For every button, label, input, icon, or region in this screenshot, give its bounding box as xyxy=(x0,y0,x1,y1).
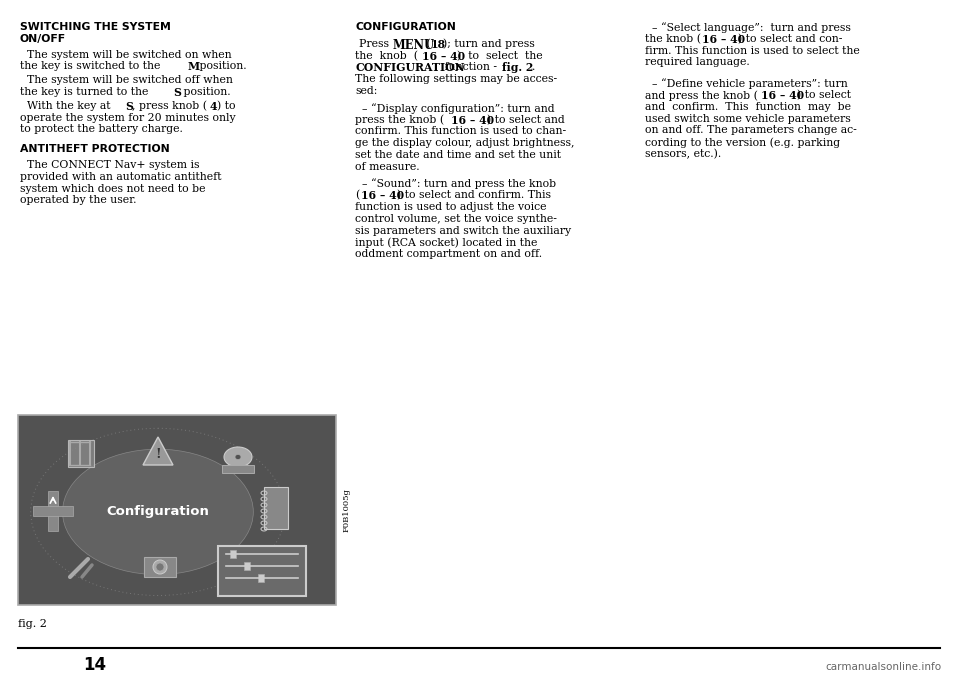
Text: CONFIGURATION: CONFIGURATION xyxy=(355,22,456,32)
Ellipse shape xyxy=(62,449,253,574)
Text: The following settings may be acces-: The following settings may be acces- xyxy=(355,74,557,84)
Ellipse shape xyxy=(153,560,167,574)
Bar xyxy=(244,562,250,570)
Text: S: S xyxy=(173,87,180,98)
Bar xyxy=(222,465,254,473)
Text: position.: position. xyxy=(180,87,230,97)
Text: of measure.: of measure. xyxy=(355,162,420,172)
Text: control volume, set the voice synthe-: control volume, set the voice synthe- xyxy=(355,214,557,224)
Text: ) to select and: ) to select and xyxy=(487,115,564,125)
Text: !: ! xyxy=(156,449,161,462)
Text: operate the system for 20 minutes only: operate the system for 20 minutes only xyxy=(20,113,235,123)
Ellipse shape xyxy=(224,447,252,467)
Text: fig. 2: fig. 2 xyxy=(18,619,47,629)
Polygon shape xyxy=(143,437,173,465)
Ellipse shape xyxy=(156,563,164,571)
Text: .: . xyxy=(532,62,536,73)
Text: )  to  select  the: ) to select the xyxy=(457,51,542,61)
Text: MENU: MENU xyxy=(393,39,435,52)
Text: on and off. The parameters change ac-: on and off. The parameters change ac- xyxy=(645,126,856,135)
Text: system which does not need to be: system which does not need to be xyxy=(20,183,205,194)
Text: (: ( xyxy=(423,39,431,49)
Text: ge the display colour, adjust brightness,: ge the display colour, adjust brightness… xyxy=(355,139,574,148)
Text: set the date and time and set the unit: set the date and time and set the unit xyxy=(355,150,561,160)
Text: sis parameters and switch the auxiliary: sis parameters and switch the auxiliary xyxy=(355,226,571,236)
Bar xyxy=(218,546,306,596)
Text: Press: Press xyxy=(359,39,393,49)
Text: and  confirm.  This  function  may  be: and confirm. This function may be xyxy=(645,102,851,112)
Text: to protect the battery charge.: to protect the battery charge. xyxy=(20,124,182,134)
Bar xyxy=(48,491,58,531)
Text: , press knob (: , press knob ( xyxy=(132,100,207,111)
Text: input (RCA socket) located in the: input (RCA socket) located in the xyxy=(355,238,538,248)
Text: firm. This function is used to select the: firm. This function is used to select th… xyxy=(645,45,860,56)
Text: ); turn and press: ); turn and press xyxy=(443,39,535,50)
Text: The system will be switched off when: The system will be switched off when xyxy=(20,75,233,85)
Text: the knob (: the knob ( xyxy=(645,34,701,44)
Text: function -: function - xyxy=(441,62,500,73)
Text: ) to select and con-: ) to select and con- xyxy=(738,34,842,44)
Text: 16 – 40: 16 – 40 xyxy=(451,115,494,126)
Bar xyxy=(230,550,236,558)
Text: SWITCHING THE SYSTEM: SWITCHING THE SYSTEM xyxy=(20,22,171,32)
Text: press the knob (: press the knob ( xyxy=(355,115,444,125)
Text: The CONNECT Nav+ system is: The CONNECT Nav+ system is xyxy=(20,160,200,170)
Text: Configuration: Configuration xyxy=(107,505,209,518)
Text: the key is switched to the: the key is switched to the xyxy=(20,61,164,71)
Text: and press the knob (: and press the knob ( xyxy=(645,90,758,100)
Text: 16 – 40: 16 – 40 xyxy=(761,90,804,101)
Text: required language.: required language. xyxy=(645,58,750,67)
Text: cording to the version (e.g. parking: cording to the version (e.g. parking xyxy=(645,137,840,148)
Text: the  knob  (: the knob ( xyxy=(355,51,419,61)
Text: provided with an automatic antitheft: provided with an automatic antitheft xyxy=(20,172,222,182)
Bar xyxy=(264,487,288,529)
Text: ON/OFF: ON/OFF xyxy=(20,34,66,44)
Text: 16 – 40: 16 – 40 xyxy=(702,34,745,45)
Text: 14: 14 xyxy=(84,656,107,674)
Text: – “Select language”:  turn and press: – “Select language”: turn and press xyxy=(645,22,851,33)
Text: CONFIGURATION: CONFIGURATION xyxy=(355,62,465,73)
Text: 18: 18 xyxy=(431,39,446,50)
Text: – “Display configuration”: turn and: – “Display configuration”: turn and xyxy=(355,103,555,113)
Text: ) to select and confirm. This: ) to select and confirm. This xyxy=(397,190,551,201)
Text: position.: position. xyxy=(196,61,247,71)
Text: – “Sound”: turn and press the knob: – “Sound”: turn and press the knob xyxy=(355,179,556,189)
Bar xyxy=(258,574,264,582)
Text: oddment compartment on and off.: oddment compartment on and off. xyxy=(355,249,542,259)
Text: 16 – 40: 16 – 40 xyxy=(422,51,466,62)
Text: 16 – 40: 16 – 40 xyxy=(361,190,404,202)
Text: F0B1005g: F0B1005g xyxy=(343,488,351,532)
Text: carmanualsonline.info: carmanualsonline.info xyxy=(826,662,942,672)
Bar xyxy=(33,506,73,516)
Text: 4: 4 xyxy=(210,100,218,112)
Text: With the key at: With the key at xyxy=(20,100,114,111)
Text: fig. 2: fig. 2 xyxy=(502,62,534,73)
Text: the key is turned to the: the key is turned to the xyxy=(20,87,152,97)
Text: operated by the user.: operated by the user. xyxy=(20,196,136,206)
Ellipse shape xyxy=(235,454,241,460)
Text: function is used to adjust the voice: function is used to adjust the voice xyxy=(355,202,546,213)
Text: used switch some vehicle parameters: used switch some vehicle parameters xyxy=(645,113,851,124)
Bar xyxy=(68,440,94,467)
Text: sensors, etc.).: sensors, etc.). xyxy=(645,149,721,160)
Text: The system will be switched on when: The system will be switched on when xyxy=(20,50,231,60)
Text: confirm. This function is used to chan-: confirm. This function is used to chan- xyxy=(355,126,566,136)
Text: sed:: sed: xyxy=(355,86,377,96)
Text: S: S xyxy=(125,100,132,112)
Text: ) to select: ) to select xyxy=(797,90,851,100)
Text: M: M xyxy=(188,61,200,73)
Text: (: ( xyxy=(355,190,359,201)
Text: ) to: ) to xyxy=(217,100,235,111)
Bar xyxy=(18,415,336,605)
Text: ANTITHEFT PROTECTION: ANTITHEFT PROTECTION xyxy=(20,144,170,154)
Bar xyxy=(144,557,176,577)
Text: – “Define vehicle parameters”: turn: – “Define vehicle parameters”: turn xyxy=(645,78,848,89)
